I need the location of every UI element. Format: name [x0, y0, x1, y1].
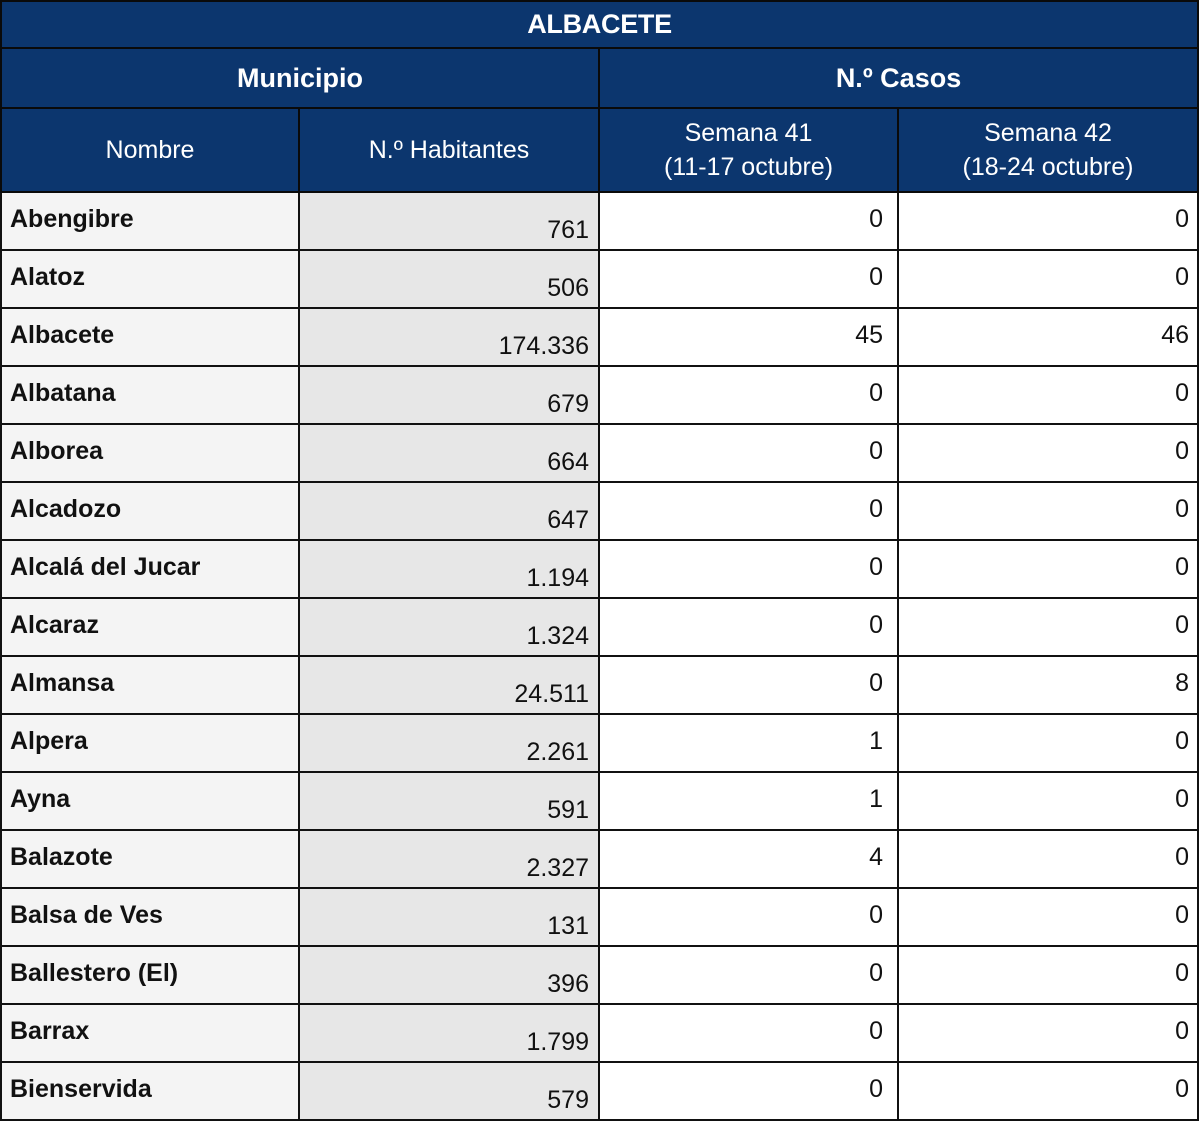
semana42-cases: 0 — [896, 1061, 1200, 1121]
habitantes-value: 174.336 — [298, 307, 600, 367]
semana41-cases: 0 — [598, 365, 899, 425]
semana42-cases: 0 — [896, 887, 1200, 947]
semana41-cases: 0 — [598, 655, 899, 715]
semana42-cases: 0 — [896, 423, 1200, 483]
habitantes-value: 506 — [298, 249, 600, 309]
table-row: Abengibre 761 0 0 — [0, 191, 1200, 251]
habitantes-value: 647 — [298, 481, 600, 541]
column-header-semana42: Semana 42 (18-24 octubre) — [896, 107, 1200, 193]
group-header-row: Municipio N.º Casos — [0, 47, 1200, 109]
semana42-cases: 0 — [896, 771, 1200, 831]
table-body: Abengibre 761 0 0 Alatoz 506 0 0 Albacete 174.336… — [0, 191, 1200, 1121]
habitantes-value: 591 — [298, 771, 600, 831]
habitantes-value: 396 — [298, 945, 600, 1005]
table-row: Alcaraz 1.324 0 0 — [0, 597, 1200, 657]
habitantes-value: 761 — [298, 191, 600, 251]
column-header-semana41: Semana 41 (11-17 octubre) — [598, 107, 899, 193]
semana41-cases: 0 — [598, 945, 899, 1005]
semana42-cases: 0 — [896, 365, 1200, 425]
semana41-cases: 0 — [598, 1003, 899, 1063]
table-row: Alcadozo 647 0 0 — [0, 481, 1200, 541]
habitantes-value: 24.511 — [298, 655, 600, 715]
municipio-name: Albatana — [0, 365, 300, 425]
table-row: Bienservida 579 0 0 — [0, 1061, 1200, 1121]
table-row: Albacete 174.336 45 46 — [0, 307, 1200, 367]
municipio-name: Alcadozo — [0, 481, 300, 541]
semana41-cases: 0 — [598, 249, 899, 309]
semana42-cases: 0 — [896, 945, 1200, 1005]
table-row: Balazote 2.327 4 0 — [0, 829, 1200, 889]
semana42-cases: 0 — [896, 539, 1200, 599]
table-row: Ballestero (El) 396 0 0 — [0, 945, 1200, 1005]
semana42-cases: 0 — [896, 191, 1200, 251]
semana41-cases: 0 — [598, 191, 899, 251]
table-row: Alatoz 506 0 0 — [0, 249, 1200, 309]
table-row: Albatana 679 0 0 — [0, 365, 1200, 425]
table-row: Balsa de Ves 131 0 0 — [0, 887, 1200, 947]
municipio-name: Balsa de Ves — [0, 887, 300, 947]
semana42-cases: 0 — [896, 597, 1200, 657]
habitantes-value: 2.261 — [298, 713, 600, 773]
semana42-cases: 8 — [896, 655, 1200, 715]
habitantes-value: 1.194 — [298, 539, 600, 599]
semana41-cases: 4 — [598, 829, 899, 889]
semana42-cases: 0 — [896, 1003, 1200, 1063]
table-row: Barrax 1.799 0 0 — [0, 1003, 1200, 1063]
municipio-name: Abengibre — [0, 191, 300, 251]
table-row: Almansa 24.511 0 8 — [0, 655, 1200, 715]
habitantes-value: 131 — [298, 887, 600, 947]
table-row: Alborea 664 0 0 — [0, 423, 1200, 483]
semana42-cases: 0 — [896, 713, 1200, 773]
semana41-dates: (11-17 octubre) — [663, 153, 834, 181]
semana41-cases: 0 — [598, 597, 899, 657]
municipio-name: Alborea — [0, 423, 300, 483]
habitantes-value: 1.324 — [298, 597, 600, 657]
semana41-cases: 0 — [598, 481, 899, 541]
group-header-casos: N.º Casos — [597, 47, 1200, 109]
semana41-cases: 0 — [598, 539, 899, 599]
semana42-cases: 0 — [896, 481, 1200, 541]
semana41-label: Semana 41 — [684, 119, 813, 147]
title-row: ALBACETE — [0, 0, 1200, 49]
semana41-cases: 0 — [598, 1061, 899, 1121]
cases-table: ALBACETE Municipio N.º Casos Nombre N.º … — [0, 0, 1200, 1121]
column-header-habitantes: N.º Habitantes — [298, 107, 600, 193]
table-row: Ayna 591 1 0 — [0, 771, 1200, 831]
table-header: ALBACETE Municipio N.º Casos Nombre N.º … — [0, 0, 1200, 193]
column-header-row: Nombre N.º Habitantes Semana 41 (11-17 o… — [0, 107, 1200, 193]
column-header-nombre: Nombre — [0, 107, 300, 193]
municipio-name: Barrax — [0, 1003, 300, 1063]
table-row: Alpera 2.261 1 0 — [0, 713, 1200, 773]
semana41-cases: 1 — [598, 713, 899, 773]
municipio-name: Alcalá del Jucar — [0, 539, 300, 599]
municipio-name: Alcaraz — [0, 597, 300, 657]
habitantes-value: 579 — [298, 1061, 600, 1121]
municipio-name: Bienservida — [0, 1061, 300, 1121]
semana41-cases: 1 — [598, 771, 899, 831]
semana41-cases: 0 — [598, 423, 899, 483]
habitantes-value: 1.799 — [298, 1003, 600, 1063]
semana42-cases: 0 — [896, 829, 1200, 889]
table-title: ALBACETE — [0, 0, 1200, 49]
habitantes-value: 664 — [298, 423, 600, 483]
semana41-cases: 45 — [598, 307, 899, 367]
municipio-name: Ayna — [0, 771, 300, 831]
municipio-name: Albacete — [0, 307, 300, 367]
semana42-cases: 0 — [896, 249, 1200, 309]
municipio-name: Alatoz — [0, 249, 300, 309]
habitantes-value: 679 — [298, 365, 600, 425]
municipio-name: Alpera — [0, 713, 300, 773]
habitantes-value: 2.327 — [298, 829, 600, 889]
municipio-name: Ballestero (El) — [0, 945, 300, 1005]
semana42-label: Semana 42 — [984, 119, 1112, 147]
municipio-name: Almansa — [0, 655, 300, 715]
table-row: Alcalá del Jucar 1.194 0 0 — [0, 539, 1200, 599]
group-header-municipio: Municipio — [0, 47, 600, 109]
semana42-cases: 46 — [896, 307, 1200, 367]
semana41-cases: 0 — [598, 887, 899, 947]
semana42-dates: (18-24 octubre) — [962, 153, 1134, 181]
municipio-name: Balazote — [0, 829, 300, 889]
